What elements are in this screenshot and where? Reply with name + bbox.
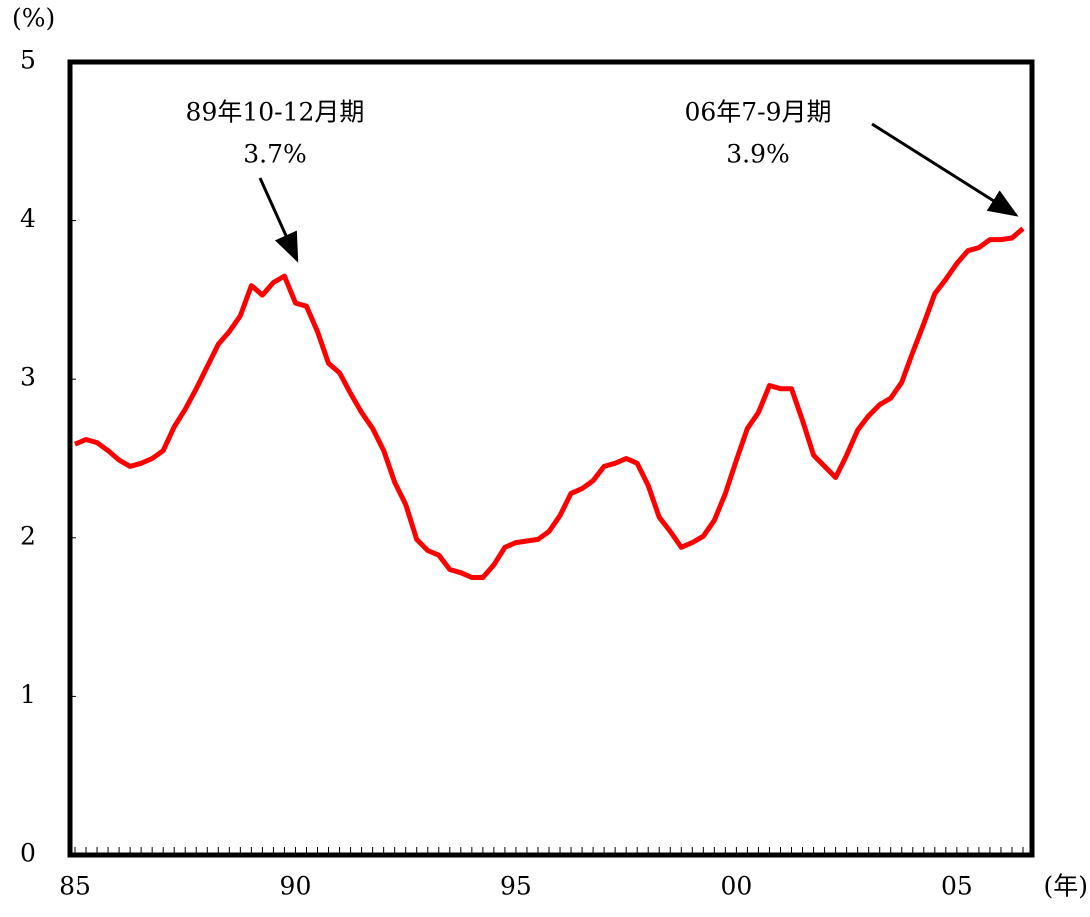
x-tick-label: 90 [280,872,312,901]
plot-frame [67,59,1035,858]
annotation-arrow [258,177,299,263]
x-tick-label: 00 [720,872,752,901]
annotation-text: 3.9% [726,140,790,169]
x-unit-label: (年) [1043,872,1088,901]
x-tick-label: 85 [59,872,91,901]
annotation-text: 3.7% [243,140,307,169]
annotation-text: 06年7-9月期 [684,98,831,127]
annotation-text: 89年10-12月期 [186,98,365,127]
annotation-arrow [871,122,1019,217]
x-tick-label: 95 [500,872,532,901]
y-unit-label: (%) [12,4,55,33]
y-tick-label: 4 [20,204,36,233]
y-tick-label: 3 [20,363,36,392]
y-tick-label: 1 [20,680,36,709]
y-tick-label: 0 [20,839,36,868]
data-line [74,226,1025,580]
y-tick-label: 5 [20,46,36,75]
y-tick-label: 2 [20,521,36,550]
x-tick-label: 05 [941,872,973,901]
